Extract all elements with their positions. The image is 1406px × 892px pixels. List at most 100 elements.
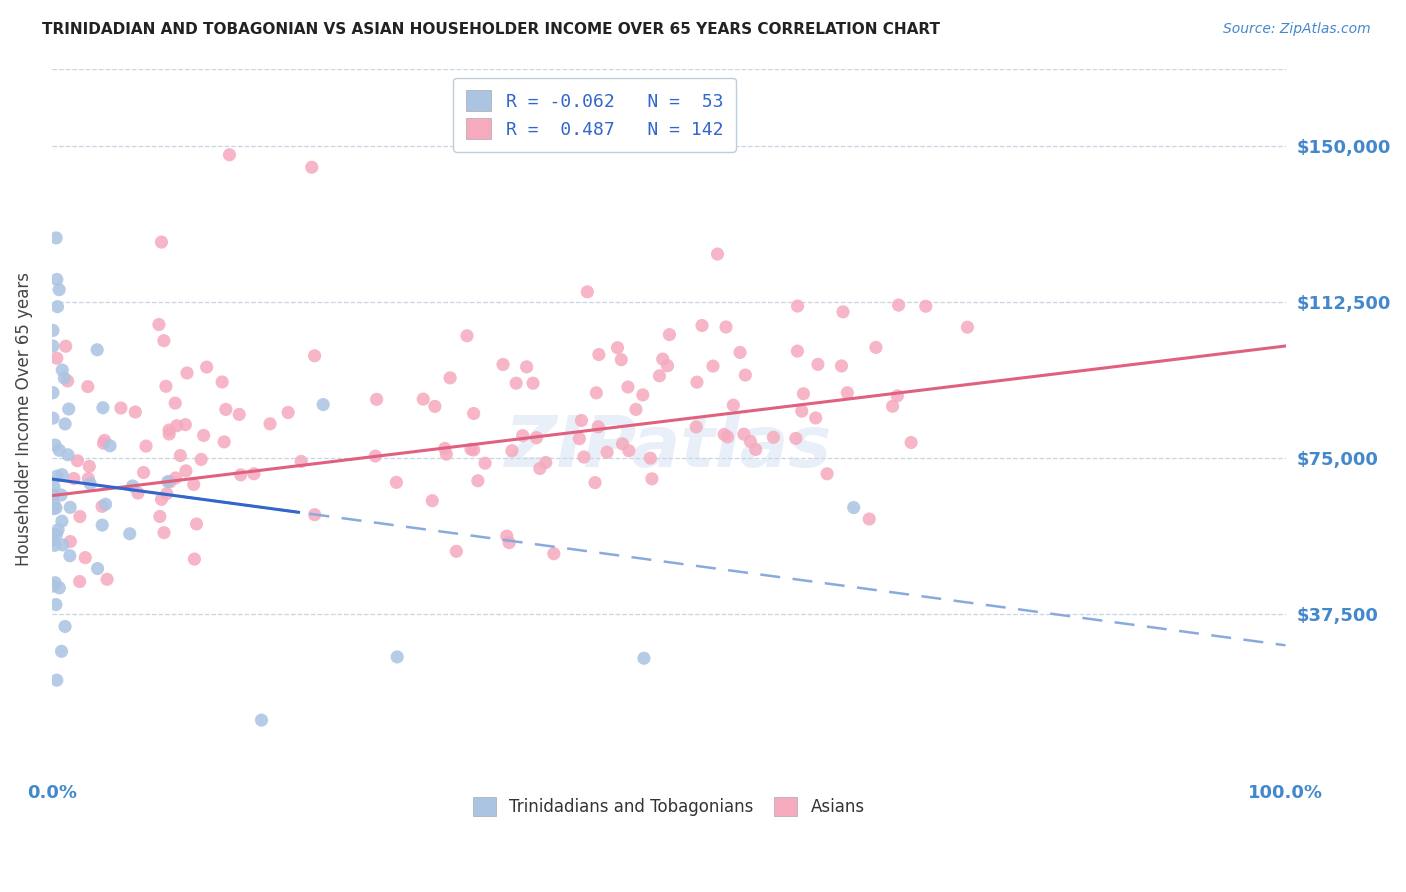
Point: [914, 299, 936, 313]
Point: [492, 358, 515, 372]
Point: [44, 575, 66, 590]
Point: [290, 454, 312, 468]
Point: [658, 327, 681, 342]
Point: [45, 598, 67, 612]
Point: [42, 488, 65, 502]
Point: [576, 285, 599, 299]
Point: [631, 388, 654, 402]
Point: [529, 461, 551, 475]
Point: [706, 247, 728, 261]
Point: [886, 389, 908, 403]
Point: [568, 432, 591, 446]
Point: [186, 516, 208, 531]
Point: [86, 343, 108, 357]
Point: [512, 428, 534, 442]
Point: [44, 538, 66, 552]
Point: [42, 497, 65, 511]
Point: [728, 345, 751, 359]
Point: [229, 467, 252, 482]
Point: [42, 533, 65, 547]
Text: ZIPatlas: ZIPatlas: [505, 413, 832, 482]
Point: [690, 318, 713, 333]
Point: [165, 471, 187, 485]
Point: [740, 434, 762, 449]
Point: [150, 492, 173, 507]
Point: [312, 398, 335, 412]
Point: [79, 476, 101, 491]
Point: [91, 401, 114, 415]
Point: [59, 549, 82, 563]
Point: [42, 323, 65, 337]
Point: [42, 411, 65, 425]
Point: [48, 443, 70, 458]
Point: [157, 423, 180, 437]
Point: [215, 402, 238, 417]
Point: [815, 467, 838, 481]
Point: [69, 509, 91, 524]
Point: [135, 439, 157, 453]
Point: [456, 328, 478, 343]
Point: [534, 456, 557, 470]
Point: [176, 366, 198, 380]
Point: [76, 379, 98, 393]
Y-axis label: Householder Income Over 65 years: Householder Income Over 65 years: [15, 272, 32, 566]
Point: [439, 371, 461, 385]
Point: [786, 299, 808, 313]
Point: [91, 518, 114, 533]
Point: [42, 501, 65, 516]
Point: [385, 475, 408, 490]
Point: [495, 529, 517, 543]
Text: TRINIDADIAN AND TOBAGONIAN VS ASIAN HOUSEHOLDER INCOME OVER 65 YEARS CORRELATION: TRINIDADIAN AND TOBAGONIAN VS ASIAN HOUS…: [42, 22, 941, 37]
Point: [153, 334, 176, 348]
Point: [48, 283, 70, 297]
Point: [190, 452, 212, 467]
Point: [387, 649, 409, 664]
Point: [301, 160, 323, 174]
Point: [193, 428, 215, 442]
Point: [792, 386, 814, 401]
Point: [51, 363, 73, 377]
Point: [596, 445, 619, 459]
Point: [882, 399, 904, 413]
Point: [900, 435, 922, 450]
Point: [228, 408, 250, 422]
Point: [640, 451, 662, 466]
Point: [657, 359, 679, 373]
Point: [304, 508, 326, 522]
Point: [433, 442, 456, 456]
Point: [148, 318, 170, 332]
Point: [277, 405, 299, 419]
Point: [42, 339, 65, 353]
Point: [93, 434, 115, 448]
Point: [53, 619, 76, 633]
Point: [96, 572, 118, 586]
Point: [42, 579, 65, 593]
Point: [98, 439, 121, 453]
Point: [837, 385, 859, 400]
Point: [762, 430, 785, 444]
Point: [505, 376, 527, 391]
Point: [174, 417, 197, 432]
Point: [45, 673, 67, 687]
Point: [45, 469, 67, 483]
Point: [79, 459, 101, 474]
Point: [734, 368, 756, 382]
Point: [685, 420, 707, 434]
Point: [218, 148, 240, 162]
Point: [56, 448, 79, 462]
Point: [571, 413, 593, 427]
Point: [42, 385, 65, 400]
Point: [412, 392, 434, 406]
Point: [243, 467, 266, 481]
Point: [807, 358, 830, 372]
Point: [612, 437, 634, 451]
Point: [94, 497, 117, 511]
Point: [617, 443, 640, 458]
Point: [716, 430, 738, 444]
Point: [516, 359, 538, 374]
Point: [364, 449, 387, 463]
Point: [212, 434, 235, 449]
Point: [832, 305, 855, 319]
Point: [572, 450, 595, 464]
Point: [48, 581, 70, 595]
